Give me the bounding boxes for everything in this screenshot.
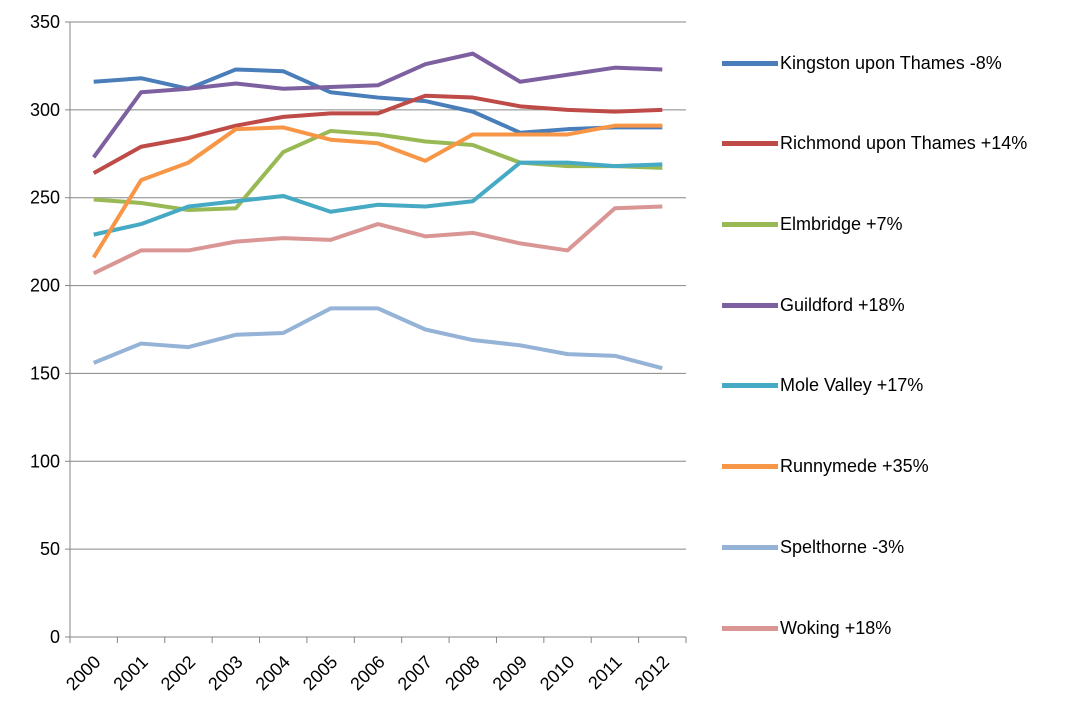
- legend-item: Spelthorne -3%: [722, 531, 1050, 564]
- legend-swatch: [722, 544, 778, 550]
- legend-swatch: [722, 302, 778, 308]
- x-tick-label: 2007: [394, 652, 436, 694]
- legend-label: Richmond upon Thames +14%: [780, 133, 1028, 154]
- series-line: [91, 123, 663, 259]
- y-tick-label: 350: [30, 12, 60, 32]
- legend-label: Woking +18%: [780, 617, 892, 638]
- legend-label: Elmbridge +7%: [780, 213, 903, 234]
- series-line: [93, 67, 663, 135]
- legend-item: Richmond upon Thames +14%: [722, 127, 1050, 160]
- legend-item: Kingston upon Thames -8%: [722, 47, 1050, 80]
- series-line: [92, 51, 663, 159]
- legend-label: Mole Valley +17%: [780, 375, 924, 396]
- series-line: [93, 128, 663, 213]
- series-line: [92, 204, 663, 276]
- legend-swatch: [722, 383, 778, 389]
- series-line: [93, 160, 663, 237]
- legend-item: Guildford +18%: [722, 289, 1050, 322]
- legend-label: Spelthorne -3%: [780, 536, 905, 557]
- series-line: [92, 93, 663, 175]
- x-tick-label: 2006: [346, 652, 388, 694]
- x-tick-label: 2009: [489, 652, 531, 694]
- y-tick-label: 0: [50, 627, 60, 647]
- x-tick-label: 2008: [441, 652, 483, 694]
- y-tick-label: 300: [30, 100, 60, 120]
- legend-swatch: [722, 60, 778, 66]
- x-tick-label: 2002: [157, 652, 199, 694]
- x-tick-label: 2000: [62, 652, 104, 694]
- legend-label: Guildford +18%: [780, 294, 905, 315]
- legend-item: Runnymede +35%: [722, 450, 1050, 483]
- series-line: [92, 306, 663, 371]
- x-tick-label: 2005: [299, 652, 341, 694]
- x-tick-label: 2010: [536, 652, 578, 694]
- legend-item: Woking +18%: [722, 612, 1050, 645]
- x-tick-label: 2003: [204, 652, 246, 694]
- legend-swatch: [722, 221, 778, 227]
- y-tick-label: 50: [40, 539, 60, 559]
- legend-item: Elmbridge +7%: [722, 208, 1050, 241]
- legend-swatch: [722, 625, 778, 631]
- legend-swatch: [722, 464, 778, 470]
- legend-label: Kingston upon Thames -8%: [780, 52, 1002, 73]
- x-tick-label: 2011: [584, 652, 626, 694]
- y-tick-label: 200: [30, 276, 60, 296]
- legend-item: Mole Valley +17%: [722, 369, 1050, 402]
- legend-label: Runnymede +35%: [780, 456, 929, 477]
- x-tick-label: 2001: [109, 652, 151, 694]
- y-tick-label: 250: [30, 188, 60, 208]
- y-tick-label: 100: [30, 451, 60, 471]
- legend-swatch: [722, 141, 778, 147]
- x-tick-label: 2012: [631, 652, 673, 694]
- y-tick-label: 150: [30, 363, 60, 383]
- x-tick-label: 2004: [252, 652, 294, 694]
